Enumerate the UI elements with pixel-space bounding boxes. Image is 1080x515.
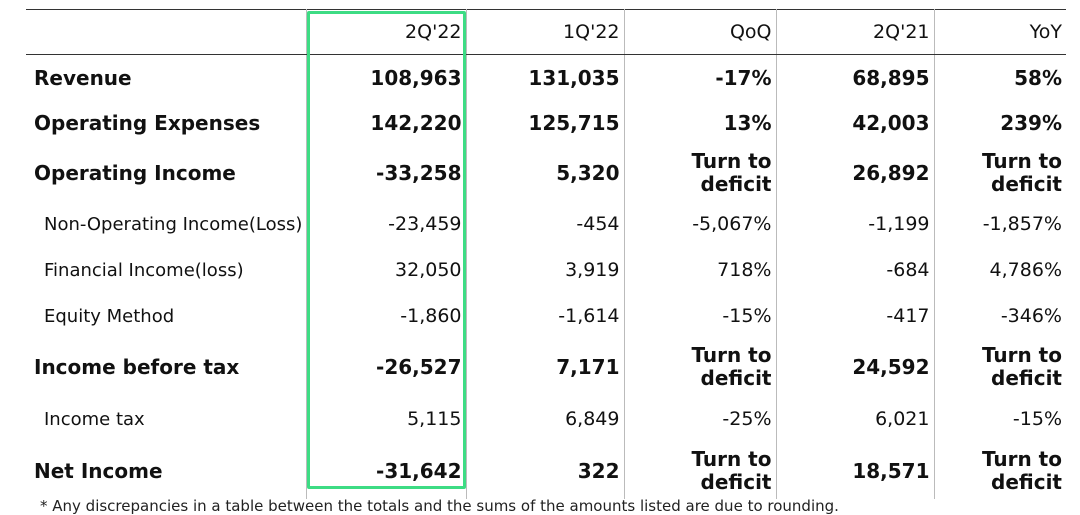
table-cell: -17% — [624, 54, 777, 101]
table-row-income-before-tax: Income before tax -26,527 7,171 Turn to … — [26, 339, 1066, 395]
header-row: 2Q'22 1Q'22 QoQ 2Q'21 YoY — [26, 9, 1066, 55]
table-cell: 7,171 — [466, 339, 625, 395]
table-row-operating-income: Operating Income -33,258 5,320 Turn to d… — [26, 145, 1066, 201]
column-header: YoY — [934, 9, 1066, 55]
table-cell: 131,035 — [466, 54, 625, 101]
table-cell: Turn to deficit — [624, 145, 777, 201]
table-cell: -346% — [1000, 304, 1062, 327]
table-cell: 4,786% — [989, 258, 1062, 281]
header-label-cell — [26, 9, 307, 55]
row-label: Net Income — [26, 443, 307, 499]
table-cell: -5,067% — [624, 201, 777, 247]
table-cell: 42,003 — [776, 101, 935, 145]
table-cell: -417 — [776, 293, 935, 339]
column-header: QoQ — [624, 9, 777, 55]
table-cell: -31,642 — [306, 443, 467, 499]
table-cell: 68,895 — [776, 54, 935, 101]
table-cell: 26,892 — [776, 145, 935, 201]
table-cell: 58% — [1014, 65, 1062, 90]
table-row-income-tax: Income tax 5,115 6,849 -25% 6,021 -15% — [26, 395, 1066, 443]
row-label: Operating Income — [26, 145, 307, 201]
table-cell: Turn to deficit — [981, 343, 1062, 390]
table-cell: 24,592 — [776, 339, 935, 395]
table-cell: -1,199 — [776, 201, 935, 247]
table-cell: 108,963 — [306, 54, 467, 101]
table-row-operating-expenses: Operating Expenses 142,220 125,715 13% 4… — [26, 101, 1066, 145]
table-cell: -1,860 — [306, 293, 467, 339]
table-cell: 142,220 — [306, 101, 467, 145]
table-row-financial-income: Financial Income(loss) 32,050 3,919 718%… — [26, 247, 1066, 293]
table-cell: 5,320 — [466, 145, 625, 201]
table-cell: -1,614 — [466, 293, 625, 339]
table-cell: -454 — [466, 201, 625, 247]
table-cell: 13% — [624, 101, 777, 145]
table-cell: 322 — [466, 443, 625, 499]
column-header: 1Q'22 — [466, 9, 625, 55]
income-statement-table: 2Q'22 1Q'22 QoQ 2Q'21 YoY Revenue 108,96… — [26, 9, 1066, 499]
column-header: 2Q'22 — [306, 9, 467, 55]
table-cell: 18,571 — [776, 443, 935, 499]
table-row-equity-method: Equity Method -1,860 -1,614 -15% -417 -3… — [26, 293, 1066, 339]
row-label: Operating Expenses — [26, 101, 307, 145]
footnote: * Any discrepancies in a table between t… — [40, 497, 839, 515]
table-cell: Turn to deficit — [981, 447, 1062, 494]
table-row-revenue: Revenue 108,963 131,035 -17% 68,895 58% — [26, 54, 1066, 101]
table-cell: -33,258 — [306, 145, 467, 201]
table-cell: Turn to deficit — [981, 149, 1062, 196]
row-label: Non-Operating Income(Loss) — [26, 201, 307, 247]
table-cell: -15% — [1012, 407, 1062, 430]
table-cell: Turn to deficit — [624, 443, 777, 499]
table-cell: 239% — [1000, 110, 1062, 135]
table-cell: -26,527 — [306, 339, 467, 395]
table-cell: -25% — [624, 395, 777, 443]
table-row-net-income: Net Income -31,642 322 Turn to deficit 1… — [26, 443, 1066, 499]
table-cell: 32,050 — [306, 247, 467, 293]
table-cell: 6,021 — [776, 395, 935, 443]
table-cell: 5,115 — [306, 395, 467, 443]
row-label: Income before tax — [26, 339, 307, 395]
table-row-non-operating-income: Non-Operating Income(Loss) -23,459 -454 … — [26, 201, 1066, 247]
table-cell: Turn to deficit — [624, 339, 777, 395]
row-label: Financial Income(loss) — [26, 247, 307, 293]
row-label: Equity Method — [26, 293, 307, 339]
row-label: Revenue — [26, 54, 307, 101]
table-cell: -23,459 — [306, 201, 467, 247]
table-cell: 718% — [624, 247, 777, 293]
table-cell: -1,857% — [982, 212, 1062, 235]
table-cell: -684 — [776, 247, 935, 293]
column-header: 2Q'21 — [776, 9, 935, 55]
table-cell: 125,715 — [466, 101, 625, 145]
row-label: Income tax — [26, 395, 307, 443]
table-cell: 3,919 — [466, 247, 625, 293]
table-cell: -15% — [624, 293, 777, 339]
table-cell: 6,849 — [466, 395, 625, 443]
